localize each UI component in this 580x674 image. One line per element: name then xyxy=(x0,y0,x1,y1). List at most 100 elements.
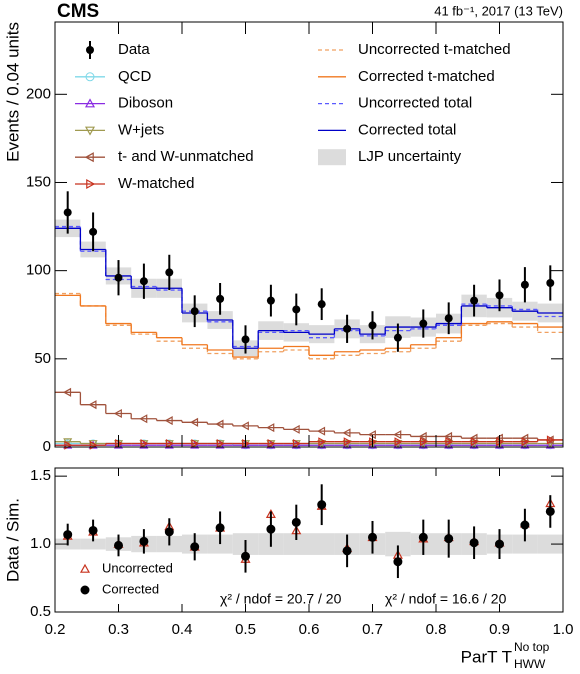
marker xyxy=(394,437,403,447)
marker xyxy=(191,438,200,448)
x-axis-title: ParT T xyxy=(461,647,512,666)
marker xyxy=(521,437,530,447)
data-point xyxy=(470,296,479,305)
marker xyxy=(139,536,149,546)
data-point xyxy=(343,324,352,333)
experiment-label: CMS xyxy=(57,1,99,22)
legend-label: t- and W-unmatched xyxy=(118,148,254,165)
legend-label: W+jets xyxy=(118,121,164,138)
y-tick-label: 200 xyxy=(26,85,51,102)
legend-label: Uncorrected xyxy=(102,560,173,575)
marker xyxy=(88,525,98,535)
marker xyxy=(318,437,327,447)
data-point xyxy=(444,314,453,323)
legend-label: Corrected t-matched xyxy=(358,68,495,85)
legend-label: Uncorrected t-matched xyxy=(358,41,511,58)
x-tick-label: 1.0 xyxy=(553,621,574,638)
ratio-y-axis-title: Data / Sim. xyxy=(3,498,22,582)
data-point xyxy=(266,296,275,305)
lumi-label: 41 fb⁻¹, 2017 (13 TeV) xyxy=(434,3,563,18)
marker xyxy=(342,428,351,438)
data-point xyxy=(190,307,199,316)
legend-symbol xyxy=(318,149,346,166)
marker xyxy=(342,440,352,449)
marker xyxy=(80,585,90,595)
marker xyxy=(368,532,377,542)
x-tick-label: 0.2 xyxy=(45,621,66,638)
legend-label: Diboson xyxy=(118,95,173,112)
y-axis-title: Events / 0.04 units xyxy=(3,22,22,162)
marker xyxy=(190,542,200,552)
marker xyxy=(267,438,276,448)
marker xyxy=(291,517,301,527)
marker xyxy=(545,506,555,516)
marker xyxy=(88,400,97,410)
data-point xyxy=(495,291,504,300)
marker xyxy=(342,546,352,556)
x-tick-label: 0.7 xyxy=(362,621,383,638)
marker xyxy=(546,435,556,445)
x-tick-label: 0.3 xyxy=(108,621,129,638)
y-tick-label: 1.0 xyxy=(30,535,51,552)
legend-label: Corrected xyxy=(102,581,159,596)
data-point xyxy=(419,319,428,328)
marker xyxy=(316,426,326,436)
marker xyxy=(317,500,327,510)
marker xyxy=(84,126,96,136)
ratio-uncertainty-band xyxy=(283,533,309,555)
marker xyxy=(241,551,250,561)
data-point xyxy=(241,335,250,344)
chi2-label: χ² / ndof = 20.7 / 20 xyxy=(220,591,342,607)
marker xyxy=(164,527,174,537)
ratio-uncertainty-band xyxy=(537,534,563,554)
plot-frame xyxy=(54,21,564,448)
marker xyxy=(84,152,94,163)
chi2-label: χ² / ndof = 16.6 / 20 xyxy=(385,591,507,607)
marker xyxy=(266,423,275,433)
y-tick-label: 50 xyxy=(34,350,51,367)
ratio-uncertainty-band xyxy=(512,534,538,554)
marker xyxy=(393,557,403,567)
data-point xyxy=(165,268,174,277)
marker xyxy=(165,438,175,448)
marker xyxy=(216,438,225,448)
data-point xyxy=(114,273,123,282)
data-point xyxy=(520,280,529,289)
x-tick-label: 0.9 xyxy=(489,621,510,638)
y-tick-label: 0 xyxy=(43,438,51,455)
marker xyxy=(266,524,276,534)
marker xyxy=(114,540,123,550)
data-point xyxy=(292,305,301,314)
marker xyxy=(418,431,427,441)
marker xyxy=(419,437,429,447)
marker xyxy=(418,532,428,542)
marker xyxy=(140,438,149,448)
ratio-uncertainty-band xyxy=(309,533,335,555)
marker xyxy=(292,438,302,448)
data-point xyxy=(317,300,326,309)
data-point xyxy=(139,277,148,286)
legend-label: LJP uncertainty xyxy=(358,148,462,165)
x-tick-label: 0.5 xyxy=(235,621,256,638)
y-tick-label: 0.5 xyxy=(30,603,51,620)
legend-label: Uncorrected total xyxy=(358,95,472,112)
y-tick-label: 1.5 xyxy=(30,467,51,484)
y-tick-label: 100 xyxy=(26,262,51,279)
marker xyxy=(79,563,91,573)
marker xyxy=(86,178,96,190)
marker xyxy=(418,440,428,449)
legend-symbol xyxy=(86,46,94,54)
marker xyxy=(215,419,224,429)
marker xyxy=(495,539,504,549)
marker xyxy=(317,440,327,449)
x-tick-label: 0.8 xyxy=(426,621,447,638)
data-point xyxy=(63,208,72,217)
marker xyxy=(469,538,479,548)
data-point xyxy=(546,278,555,287)
marker xyxy=(445,437,454,447)
marker xyxy=(84,98,96,108)
x-tick-label: 0.6 xyxy=(299,621,320,638)
marker xyxy=(215,523,225,533)
marker xyxy=(470,437,479,447)
